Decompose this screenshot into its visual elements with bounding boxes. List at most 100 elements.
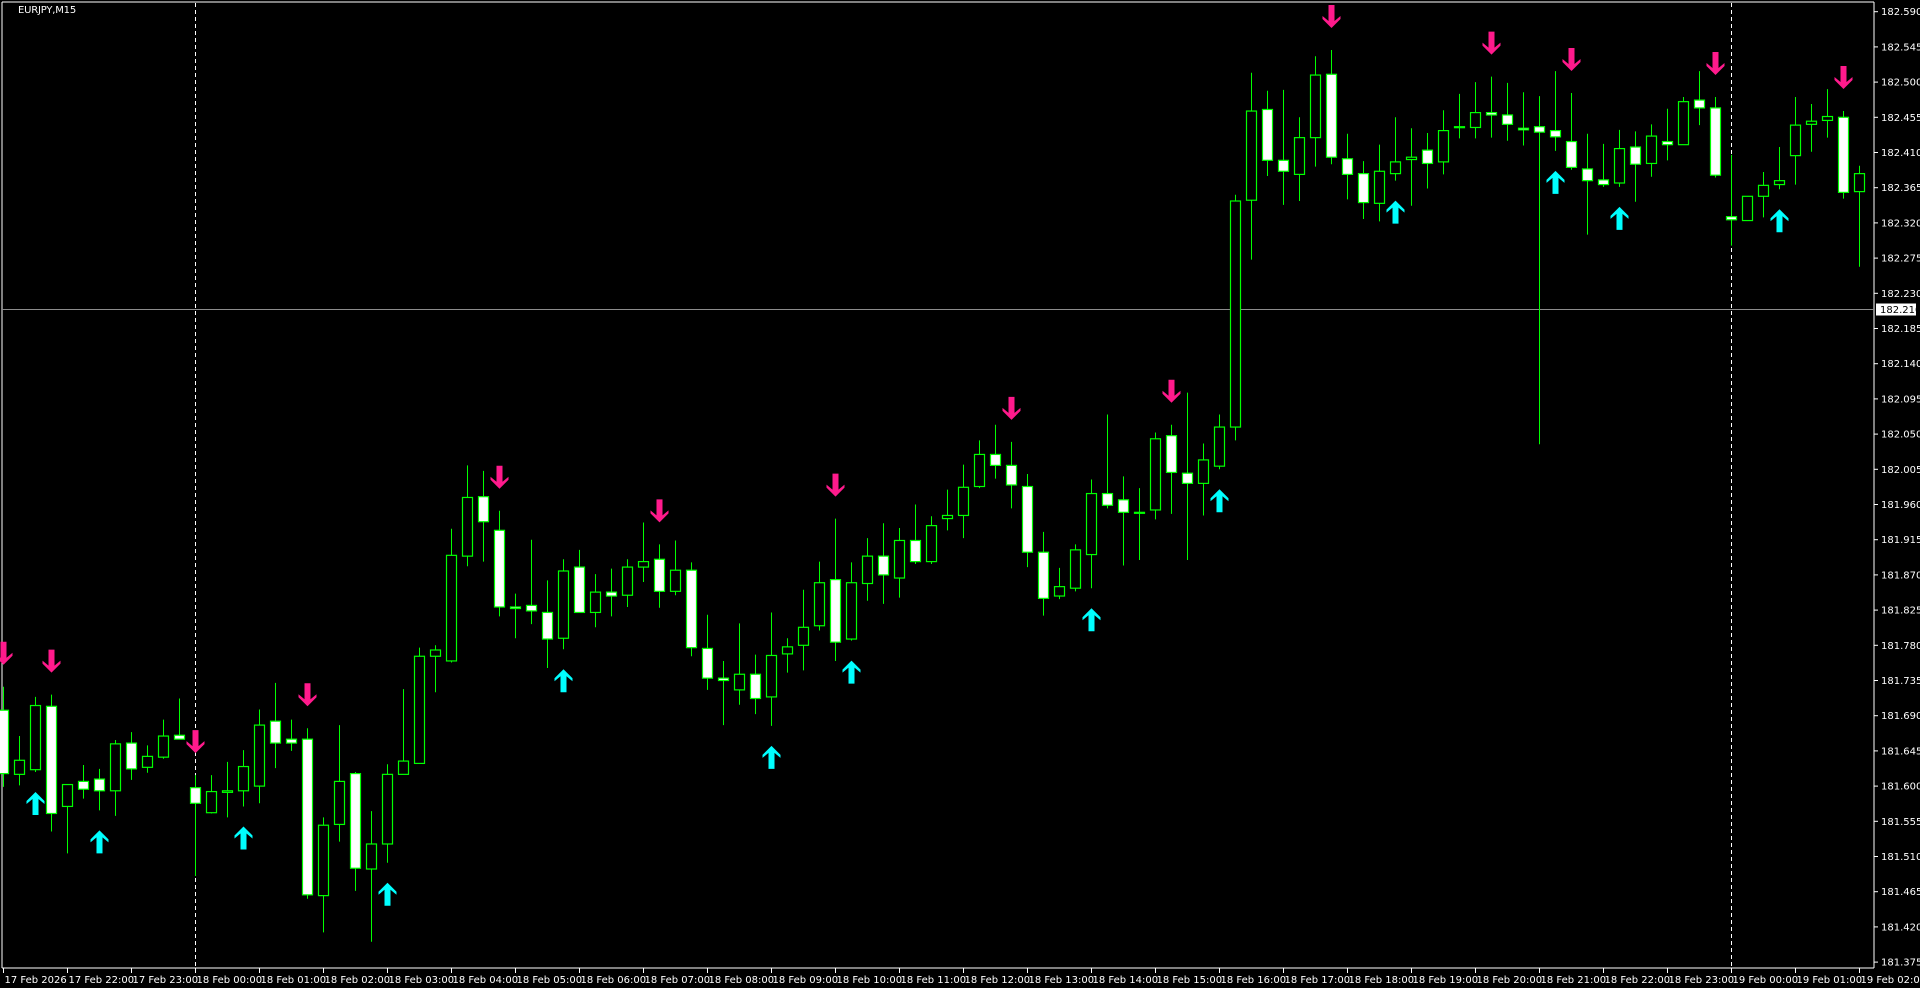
bull-candle-body <box>861 555 874 585</box>
candle <box>1005 441 1018 509</box>
buy-arrow-icon <box>378 882 397 906</box>
bear-candle-body <box>1837 116 1850 193</box>
price-tick-label: 181.870 <box>1881 570 1920 581</box>
bull-candle-body <box>557 570 570 639</box>
candle <box>1469 82 1482 139</box>
bull-candle-body <box>1069 549 1082 589</box>
candle <box>861 538 874 601</box>
candle <box>445 528 458 663</box>
bear-candle-body <box>1165 435 1178 474</box>
bear-candle-body <box>749 673 762 700</box>
candle <box>1181 392 1194 561</box>
candle <box>29 696 42 773</box>
bull-candle-body <box>1373 170 1386 204</box>
price-axis[interactable]: 182.590 182.545 182.500 182.455 182.410 182.3… <box>1874 7 1920 969</box>
bear-candle-body <box>1533 126 1546 133</box>
bull-candle-body <box>1085 492 1098 556</box>
candle <box>621 559 634 607</box>
bull-candle-body <box>461 496 474 557</box>
time-tick-label: 18 Feb 23:00 <box>1669 975 1735 986</box>
time-tick-label: 19 Feb 00:00 <box>1733 975 1799 986</box>
price-tick-label: 182.410 <box>1881 148 1920 159</box>
bull-candle-body <box>1309 74 1322 139</box>
bear-candle-body <box>1261 108 1274 161</box>
bull-candle-body <box>141 755 154 768</box>
sell-arrow-icon <box>826 473 845 497</box>
candle <box>509 593 522 639</box>
time-tick-label: 19 Feb 02:00 <box>1861 975 1920 986</box>
bear-candle-body <box>717 677 730 682</box>
bear-candle-body <box>573 566 586 614</box>
bull-candle-body <box>925 525 938 563</box>
time-tick-label: 18 Feb 00:00 <box>197 975 263 986</box>
time-tick-label: 18 Feb 19:00 <box>1413 975 1479 986</box>
time-tick-label: 18 Feb 15:00 <box>1157 975 1223 986</box>
price-tick-label: 182.185 <box>1881 324 1920 335</box>
bull-candle-body <box>429 649 442 657</box>
bear-candle-body <box>701 647 714 679</box>
bull-candle-body <box>621 566 634 596</box>
bull-candle-body <box>637 561 650 568</box>
candle <box>1341 133 1354 200</box>
candle <box>1357 161 1370 219</box>
candle <box>1789 96 1802 185</box>
candle <box>1581 133 1594 235</box>
bear-candle-body <box>45 705 58 815</box>
candle <box>877 523 890 604</box>
candle <box>1037 531 1050 616</box>
bull-candle-body <box>317 824 330 897</box>
candle <box>0 686 10 787</box>
time-tick-label: 18 Feb 20:00 <box>1477 975 1543 986</box>
sell-arrow-icon <box>1002 396 1021 420</box>
bear-candle-body <box>829 578 842 643</box>
time-tick-label: 17 Feb 2026 <box>5 975 67 986</box>
candle <box>845 562 858 641</box>
candles <box>0 50 1866 942</box>
candle <box>1101 414 1114 509</box>
price-tick-label: 181.690 <box>1881 711 1920 722</box>
price-tick-label: 182.455 <box>1881 113 1920 124</box>
bear-candle-body <box>1709 107 1722 176</box>
bull-candle-body <box>1645 135 1658 165</box>
candle <box>269 682 282 769</box>
bull-candle-body <box>1293 137 1306 176</box>
bull-candle-body <box>333 780 346 826</box>
candle <box>1485 76 1498 138</box>
candle <box>1165 424 1178 514</box>
bull-candle-body <box>781 646 794 655</box>
bull-candle-body <box>1229 200 1242 428</box>
bull-candle-body <box>941 514 954 520</box>
candle <box>221 761 234 818</box>
candle <box>685 562 698 657</box>
candle <box>349 772 362 891</box>
candle <box>589 574 602 628</box>
candle <box>413 647 426 765</box>
sell-arrow-icon <box>298 683 317 707</box>
bull-candle-body <box>1405 156 1418 161</box>
bear-candle-body <box>605 591 618 597</box>
price-tick-label: 181.825 <box>1881 606 1920 617</box>
candle <box>669 540 682 596</box>
candle <box>557 559 570 650</box>
time-tick-label: 18 Feb 21:00 <box>1541 975 1607 986</box>
bull-candle-body <box>221 790 234 793</box>
price-tick-label: 181.915 <box>1881 535 1920 546</box>
bull-candle-body <box>1757 184 1770 197</box>
bull-candle-body <box>237 765 250 792</box>
bear-candle-body <box>1485 112 1498 116</box>
candle <box>61 783 74 854</box>
candle <box>1533 96 1546 445</box>
price-tick-label: 181.735 <box>1881 676 1920 687</box>
bear-candle-body <box>493 529 506 608</box>
bear-candle-body <box>1693 99 1706 109</box>
candle <box>573 549 586 614</box>
bear-candle-body <box>509 606 522 610</box>
bear-candle-body <box>1277 159 1290 172</box>
candle <box>1277 89 1290 205</box>
candle <box>397 689 410 775</box>
candle <box>941 489 954 531</box>
bull-candle-body <box>1741 195 1754 222</box>
bear-candle-body <box>173 734 186 740</box>
